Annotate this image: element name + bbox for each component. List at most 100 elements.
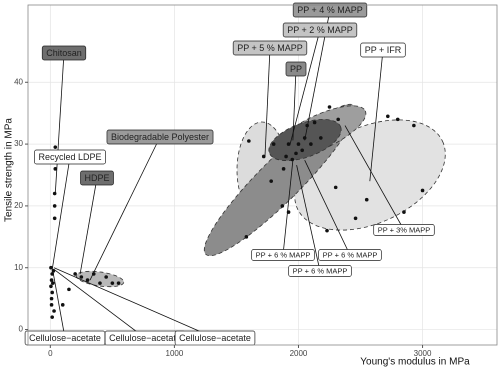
- annotation: Cellulose−acetate: [174, 330, 256, 346]
- annotation-box: [360, 42, 406, 58]
- point: [269, 179, 273, 183]
- point: [52, 216, 57, 221]
- annotation-label: PP + 5 % MAPP: [237, 43, 303, 53]
- point: [98, 281, 102, 285]
- point: [110, 281, 115, 285]
- x-tick-label: 1000: [166, 349, 184, 358]
- point: [312, 120, 317, 125]
- annotation-label: Recycled LDPE: [38, 152, 101, 162]
- x-tick-label: 2000: [290, 349, 308, 358]
- point: [364, 197, 369, 202]
- point: [49, 265, 53, 270]
- leader-line: [79, 177, 98, 274]
- x-tick-label: 0: [48, 349, 53, 358]
- point: [49, 303, 54, 307]
- annotation-label: PP + 6 % MAPP: [323, 250, 378, 259]
- annotation-label: PP + IFR: [365, 45, 402, 55]
- leader-line: [89, 136, 161, 281]
- point: [50, 290, 54, 295]
- point: [281, 167, 286, 171]
- annotation: PP + 6 % MAPP: [251, 249, 315, 261]
- leader-line: [344, 125, 405, 231]
- annotation: Recycled LDPE: [34, 149, 106, 165]
- annotations: Chitosan Recycled LDPE Biodegradable Polye…: [24, 2, 435, 346]
- leader-line: [264, 47, 271, 157]
- point: [284, 154, 288, 159]
- axes: 0 1000 2000 3000 0 10 20 30 40: [14, 77, 432, 358]
- annotation-label: PP + 6 % MAPP: [256, 250, 311, 259]
- point: [79, 275, 84, 279]
- annotation-label: HDPE: [84, 173, 109, 183]
- annotation-box: [373, 224, 435, 236]
- leader-line: [54, 52, 65, 194]
- point: [402, 210, 406, 214]
- leader-line: [289, 29, 321, 146]
- annotation: PP + 6 % MAPP: [318, 249, 382, 261]
- annotation: HDPE: [80, 170, 114, 186]
- point: [52, 191, 57, 196]
- point: [53, 167, 58, 171]
- y-tick-label: 30: [14, 139, 23, 148]
- annotation-label: PP + 3% MAPP: [378, 225, 431, 234]
- point: [280, 204, 285, 208]
- leader-line: [369, 49, 384, 182]
- point: [290, 157, 295, 162]
- annotation-label: Biodegradable Polyester: [111, 132, 209, 142]
- point: [49, 284, 53, 289]
- point: [247, 139, 251, 143]
- point: [412, 123, 416, 128]
- annotation: Chitosan: [41, 45, 87, 61]
- annotation-box: [318, 249, 382, 261]
- point: [353, 216, 358, 221]
- point: [53, 145, 58, 149]
- annotation: Biodegradable Polyester: [106, 129, 214, 145]
- leader-line: [304, 159, 351, 256]
- leader-line: [53, 267, 216, 339]
- annotation: Cellulose−acetate: [24, 330, 106, 346]
- leader-line: [292, 68, 297, 141]
- annotation: PP: [285, 61, 307, 77]
- point: [300, 148, 305, 153]
- annotation: PP + IFR: [360, 42, 406, 58]
- point: [294, 151, 298, 156]
- point: [296, 142, 301, 146]
- y-tick-label: 0: [19, 325, 24, 334]
- point: [104, 275, 108, 279]
- annotation-box: [285, 61, 307, 77]
- point: [67, 287, 71, 292]
- x-tick-label: 3000: [414, 349, 432, 358]
- annotation-label: Cellulose−acetate: [179, 333, 251, 343]
- leader-line: [51, 156, 71, 270]
- point: [116, 281, 121, 285]
- annotation: Cellulose−acetate: [104, 330, 186, 346]
- point: [325, 228, 329, 233]
- point: [333, 185, 338, 190]
- annotation-label: PP: [290, 64, 302, 74]
- point: [271, 142, 276, 146]
- y-tick-label: 40: [14, 77, 23, 86]
- x-axis-title: Young's modulus in MPa: [360, 357, 470, 368]
- annotation-label: Cellulose−acetate: [109, 333, 181, 343]
- annotation-box: [232, 40, 308, 56]
- point: [319, 136, 323, 140]
- point: [244, 235, 249, 239]
- annotation: PP + 6 % MAPP: [288, 265, 352, 277]
- leader-line: [52, 270, 66, 339]
- annotation: PP + 3% MAPP: [373, 224, 435, 236]
- annotation-box: [292, 2, 368, 18]
- annotation-label: PP + 2 % MAPP: [287, 25, 353, 35]
- leader-line: [53, 268, 146, 339]
- annotation-label: Chitosan: [46, 48, 82, 58]
- plot-border: [27, 4, 498, 346]
- point: [60, 303, 65, 307]
- annotation-box: [282, 22, 358, 38]
- point: [309, 142, 313, 146]
- annotation-label: PP + 4 % MAPP: [297, 5, 363, 15]
- point: [327, 105, 332, 109]
- y-tick-label: 20: [14, 201, 23, 210]
- point: [52, 204, 57, 208]
- point: [50, 315, 54, 319]
- leader-line: [282, 160, 294, 256]
- point: [386, 114, 390, 119]
